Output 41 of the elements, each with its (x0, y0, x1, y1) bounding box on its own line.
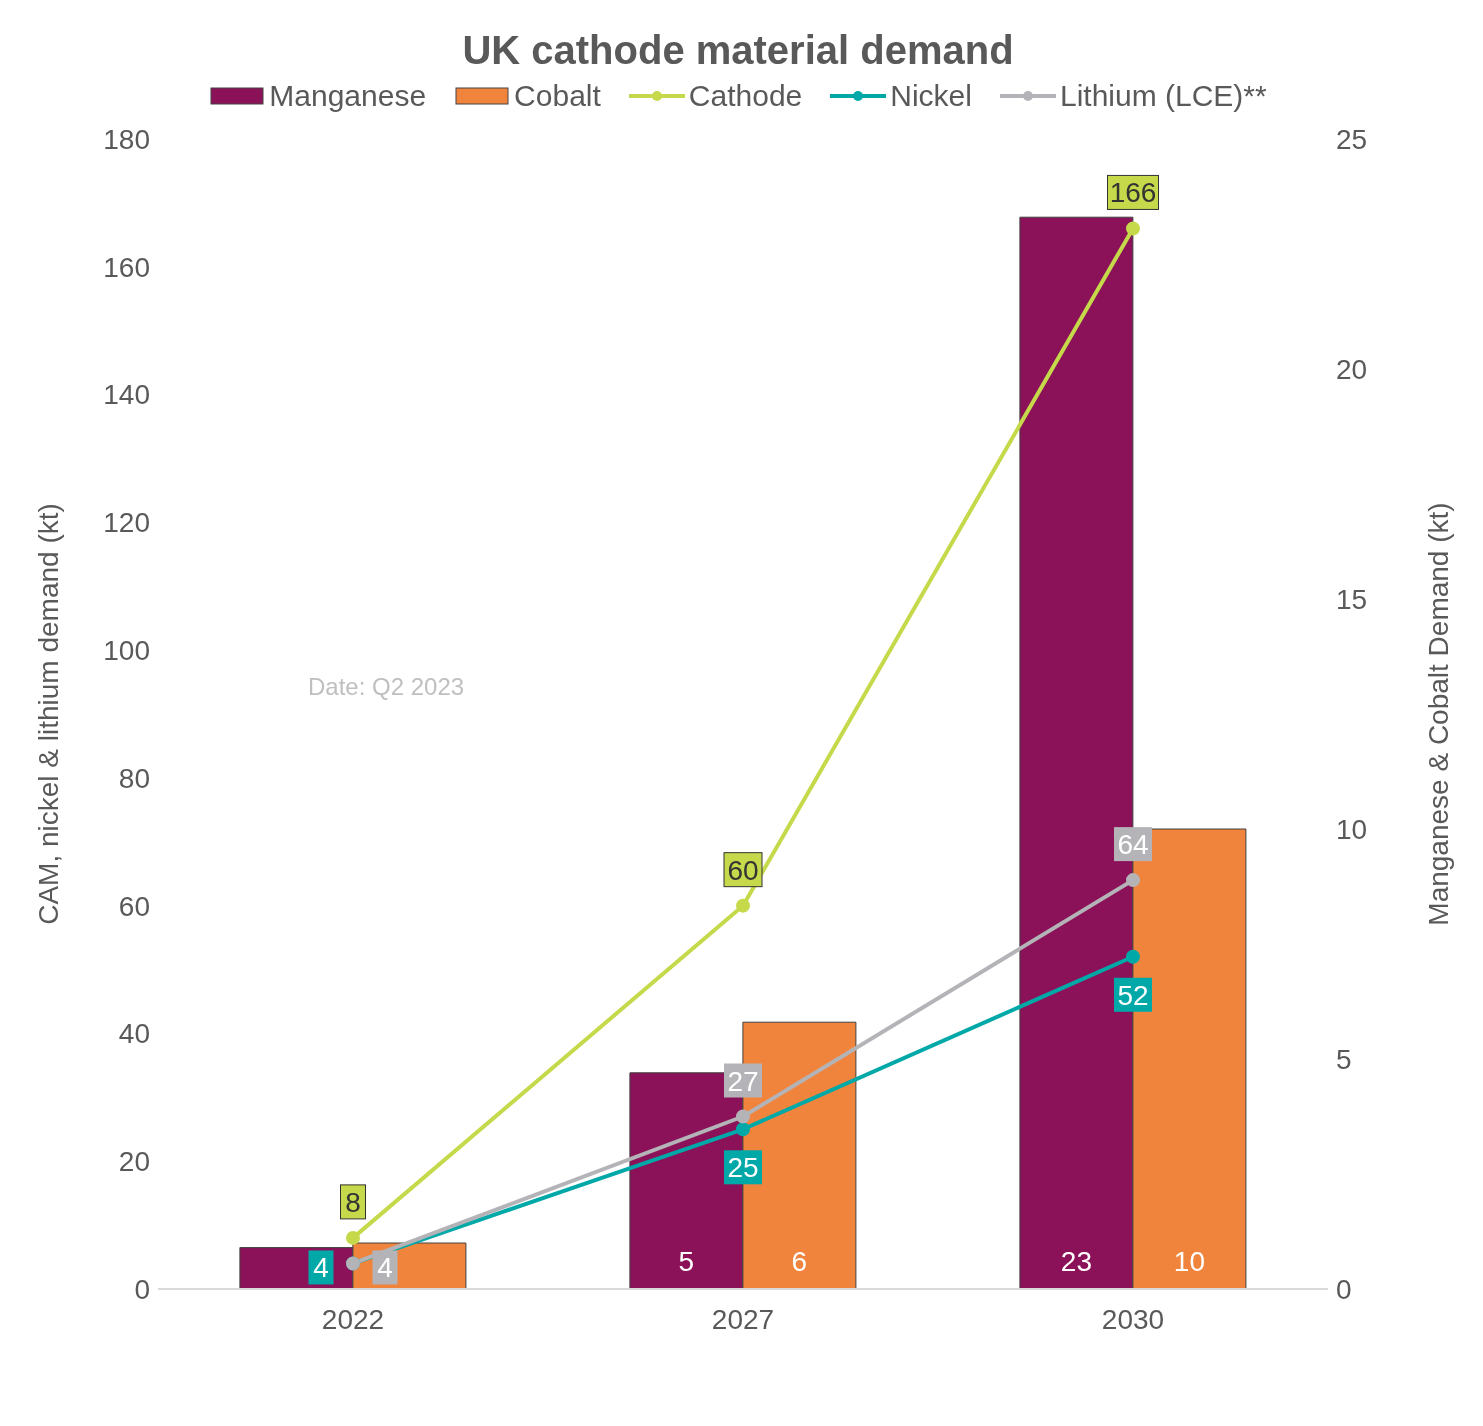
legend-label: Cobalt (514, 79, 601, 113)
x-tick-label: 2027 (711, 1303, 775, 1335)
y-tick-label: 0 (134, 1273, 150, 1305)
y2-tick-label: 10 (1336, 813, 1368, 845)
y2-tick-label: 5 (1336, 1043, 1352, 1075)
data-label: 64 (1117, 829, 1149, 861)
annotation: Date: Q2 2023 (308, 673, 465, 701)
data-label: 8 (345, 1186, 361, 1218)
y-tick-label: 180 (103, 123, 150, 155)
data-label: 60 (727, 854, 759, 886)
y-tick-label: 140 (103, 379, 150, 411)
y-tick-label: 80 (118, 762, 150, 794)
data-label: 10 (1173, 1246, 1205, 1277)
legend-label: Lithium (LCE)** (1059, 79, 1267, 113)
y-tick-label: 40 (118, 1018, 150, 1050)
x-tick-label: 2030 (1101, 1303, 1165, 1335)
data-label: 23 (1060, 1246, 1092, 1277)
y-tick-label: 160 (103, 251, 150, 283)
chart-title: UK cathode material demand (461, 27, 1015, 73)
data-label: 166 (1109, 177, 1157, 209)
data-label: 6 (791, 1246, 808, 1277)
legend-label: Cathode (688, 79, 803, 113)
y-tick-label: 60 (118, 890, 150, 922)
data-label: 25 (727, 1152, 759, 1184)
data-label: 52 (1117, 979, 1149, 1011)
data-label: 4 (313, 1252, 329, 1284)
data-label: 5 (678, 1246, 695, 1277)
y-tick-label: 20 (118, 1146, 150, 1178)
y2-tick-label: 0 (1336, 1273, 1352, 1305)
legend-label: Manganese (269, 79, 427, 113)
x-tick-label: 2022 (321, 1303, 385, 1335)
y2-tick-label: 20 (1336, 353, 1368, 385)
y-tick-label: 100 (103, 635, 150, 667)
y-tick-label: 120 (103, 507, 150, 539)
data-label: 4 (377, 1252, 393, 1284)
y2-axis-title: Manganese & Cobalt Demand (kt) (1422, 502, 1454, 926)
data-label: 27 (727, 1065, 759, 1097)
legend-label: Nickel (890, 79, 972, 113)
y2-tick-label: 25 (1336, 123, 1368, 155)
y-axis-title: CAM, nickel & lithium demand (kt) (32, 503, 64, 925)
y2-tick-label: 15 (1336, 583, 1368, 615)
